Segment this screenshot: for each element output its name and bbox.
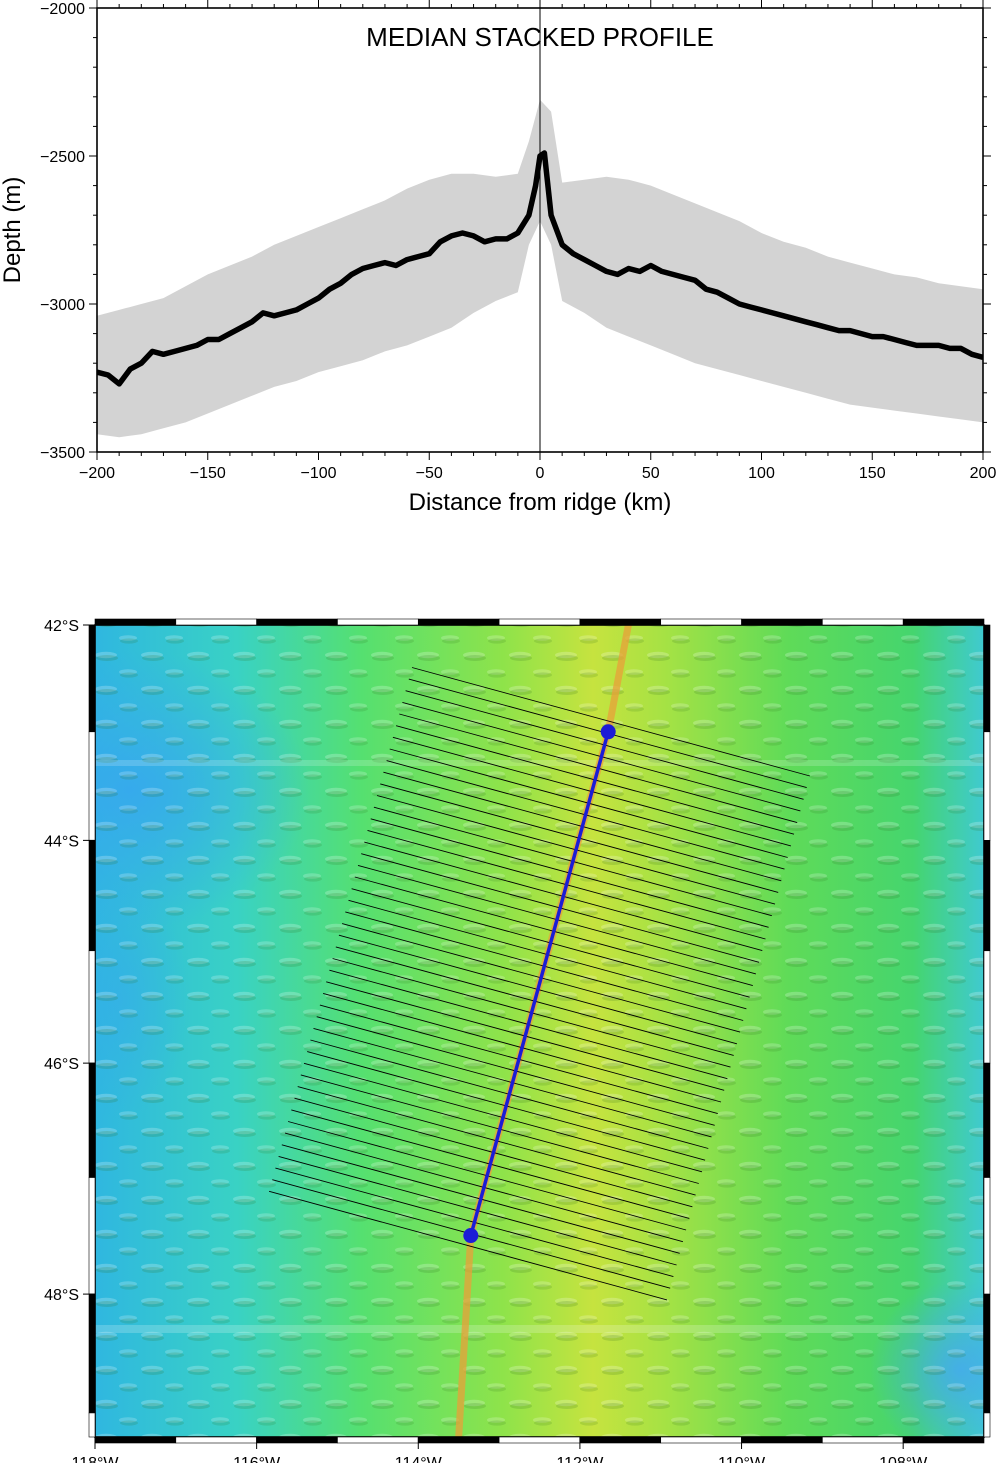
map-panel: 118°W 116°W 114°W 112°W 110°W 108°W 42°S 44°S 46… bbox=[44, 618, 991, 1463]
map-frame-segment bbox=[256, 618, 338, 626]
x-tick-label: −150 bbox=[190, 465, 226, 482]
x-tick-label: 0 bbox=[536, 465, 545, 482]
y-tick-label: −2500 bbox=[40, 149, 85, 166]
map-frame-segment bbox=[983, 1412, 991, 1438]
map-frame-segment bbox=[983, 1293, 991, 1414]
map-frame-segment bbox=[902, 1436, 985, 1444]
map-frame-segment bbox=[660, 1436, 742, 1444]
envelope-band bbox=[97, 99, 983, 438]
map-frame-segment bbox=[983, 731, 991, 841]
profile-data-layer bbox=[97, 8, 983, 452]
abyssal-hill-texture bbox=[95, 625, 984, 1437]
median-line bbox=[97, 150, 983, 387]
y-tick-label: −3500 bbox=[40, 445, 85, 462]
profile-line bbox=[469, 731, 610, 1237]
map-overlay-layer bbox=[268, 625, 811, 1437]
lat-tick-label: 48°S bbox=[44, 1287, 79, 1304]
lat-tick-label: 46°S bbox=[44, 1056, 79, 1073]
lon-tick-label: 118°W bbox=[71, 1455, 119, 1463]
lon-tick-label: 114°W bbox=[395, 1455, 443, 1463]
profile-end-marker bbox=[463, 1228, 479, 1244]
map-frame-segment bbox=[88, 1177, 96, 1295]
chart-title: MEDIAN STACKED PROFILE bbox=[366, 22, 714, 52]
map-frame-segment bbox=[822, 1436, 904, 1444]
x-tick-label: −50 bbox=[416, 465, 443, 482]
lat-tick-label: 44°S bbox=[44, 833, 79, 850]
map-frame-segment bbox=[88, 1412, 96, 1438]
map-frame-segment bbox=[741, 618, 823, 626]
y-tick-label: −3000 bbox=[40, 297, 85, 314]
map-frame-segment bbox=[337, 1436, 419, 1444]
x-axis-label: Distance from ridge (km) bbox=[409, 489, 672, 516]
x-tick-label: 100 bbox=[748, 465, 775, 482]
map-frame-segment bbox=[498, 1436, 581, 1444]
map-frame-segment bbox=[175, 618, 257, 626]
map-frame-segment bbox=[88, 950, 96, 1064]
x-tick-label: 50 bbox=[642, 465, 660, 482]
profile-start-marker bbox=[600, 724, 616, 740]
x-tick-label: −200 bbox=[79, 465, 115, 482]
y-tick-label: −2000 bbox=[40, 1, 85, 18]
map-frame-segment bbox=[983, 950, 991, 1064]
map-frame-segment bbox=[741, 1436, 823, 1444]
map-frame-segment bbox=[417, 618, 500, 626]
x-tick-label: −100 bbox=[300, 465, 336, 482]
fracture-zone-north bbox=[95, 760, 984, 766]
x-tick-label: 150 bbox=[859, 465, 886, 482]
map-frame-segment bbox=[660, 618, 742, 626]
cross-profile-line bbox=[268, 1190, 668, 1301]
x-tick-label: 200 bbox=[970, 465, 997, 482]
map-frame-segment bbox=[175, 1436, 257, 1444]
y-axis-label: Depth (m) bbox=[0, 177, 26, 284]
map-frame-segment bbox=[94, 1436, 177, 1444]
map-frame-segment bbox=[983, 1177, 991, 1295]
lon-tick-label: 112°W bbox=[556, 1455, 604, 1463]
lon-tick-label: 108°W bbox=[879, 1455, 928, 1463]
map-frame-segment bbox=[256, 1436, 338, 1444]
map-frame-segment bbox=[88, 1062, 96, 1178]
bathymetry-layer bbox=[95, 625, 984, 1437]
lon-tick-label: 110°W bbox=[718, 1455, 766, 1463]
map-frame-segment bbox=[88, 731, 96, 841]
map-frame-segment bbox=[902, 618, 985, 626]
map-frame-segment bbox=[579, 1436, 662, 1444]
fracture-zone-south bbox=[95, 1325, 984, 1333]
map-axes: 118°W 116°W 114°W 112°W 110°W 108°W 42°S 44°S 46… bbox=[44, 618, 991, 1463]
profile-panel: −200 −150 −100 −50 0 50 100 150 200 −2000 −2500 −30… bbox=[0, 0, 996, 516]
map-frame-segment bbox=[579, 618, 662, 626]
map-frame-segment bbox=[983, 624, 991, 733]
lat-tick-label: 42°S bbox=[44, 618, 79, 635]
map-frame-segment bbox=[498, 618, 581, 626]
cross-profile-line bbox=[411, 667, 811, 777]
map-frame-segment bbox=[337, 618, 419, 626]
profile-axes: −200 −150 −100 −50 0 50 100 150 200 −2000 −2500 −30… bbox=[40, 0, 996, 482]
map-frame-segment bbox=[94, 618, 177, 626]
map-frame-segment bbox=[417, 1436, 500, 1444]
map-frame-segment bbox=[983, 1062, 991, 1178]
lon-tick-label: 116°W bbox=[233, 1455, 281, 1463]
map-frame-segment bbox=[983, 840, 991, 952]
map-frame-segment bbox=[88, 840, 96, 952]
map-frame-segment bbox=[822, 618, 904, 626]
map-frame-segment bbox=[88, 624, 96, 733]
map-frame-segment bbox=[88, 1293, 96, 1414]
